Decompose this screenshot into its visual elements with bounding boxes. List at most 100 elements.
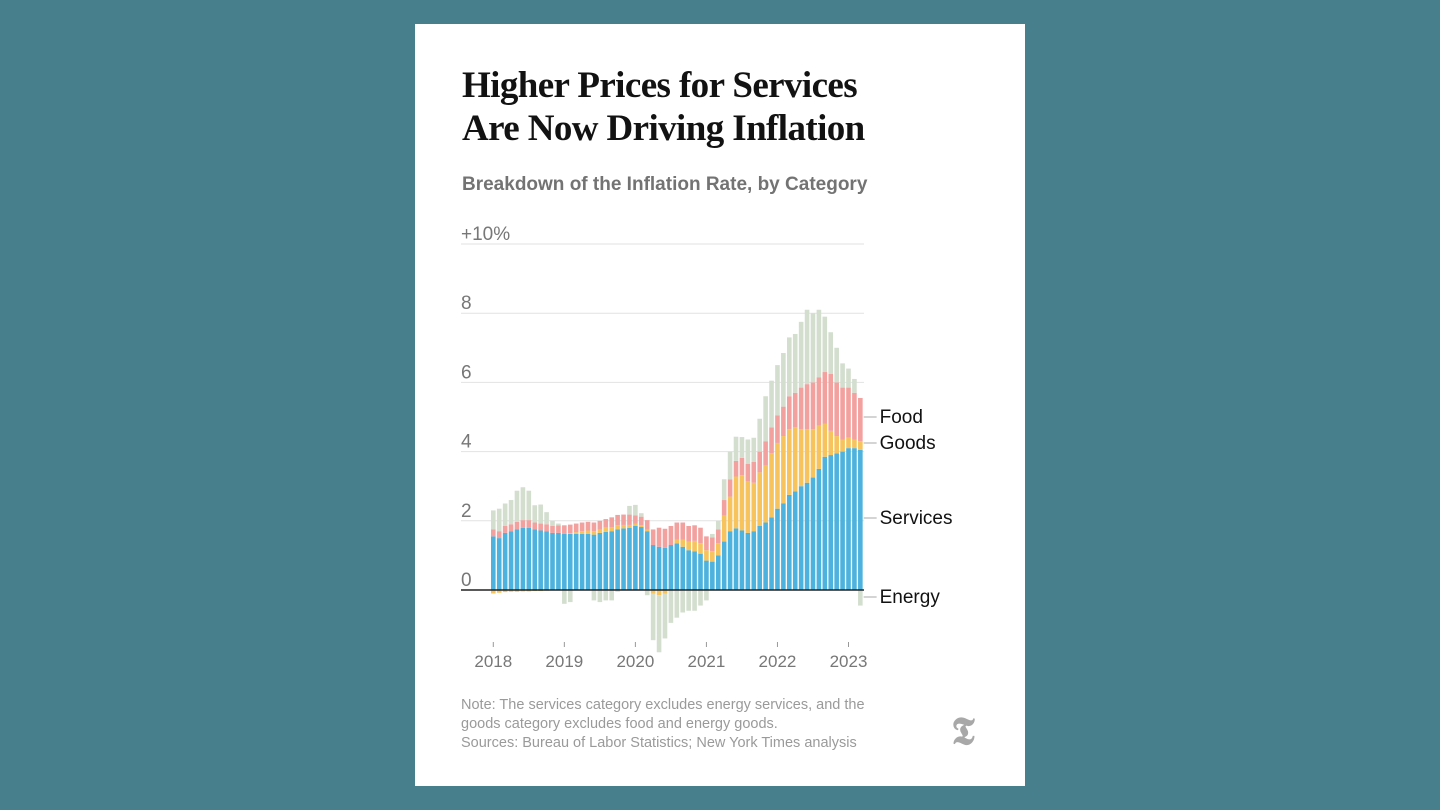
- bar-goods: [680, 539, 686, 547]
- bar-goods: [662, 590, 668, 594]
- bar-energy: [739, 437, 745, 458]
- bar-food: [692, 525, 697, 541]
- bar-food: [745, 463, 751, 482]
- bar-services: [668, 545, 674, 590]
- bar-services: [615, 529, 620, 590]
- bar-food: [514, 521, 520, 530]
- bar-goods: [763, 465, 768, 523]
- stacked-bar-chart: 0 2 4 6 8 +10% 2018 2019 2020 2021 2022 2023 Food G…: [461, 224, 952, 671]
- bar-services: [852, 448, 857, 590]
- title-line-1: Higher Prices for Services: [462, 65, 858, 106]
- bar-food: [544, 524, 549, 532]
- chart-card: Higher Prices for Services Are Now Drivi…: [415, 24, 1025, 786]
- bar-services: [858, 449, 863, 590]
- bar-goods: [798, 429, 804, 487]
- bar-food: [508, 524, 514, 532]
- bar-food: [579, 522, 585, 532]
- bar-goods: [644, 529, 650, 532]
- bar-energy: [674, 590, 680, 618]
- bar-food: [704, 536, 709, 551]
- bar-energy: [798, 321, 804, 388]
- bar-food: [573, 523, 579, 533]
- bar-food: [775, 415, 780, 443]
- y-tick-label: 6: [461, 362, 472, 383]
- bar-services: [804, 482, 810, 590]
- bar-services: [650, 545, 656, 590]
- bar-food: [763, 441, 768, 466]
- bar-goods: [739, 475, 745, 531]
- bar-food: [532, 522, 538, 530]
- bar-energy: [721, 479, 727, 501]
- bar-food: [585, 521, 591, 531]
- bar-services: [810, 477, 816, 590]
- bar-energy: [816, 309, 822, 378]
- bar-goods: [751, 482, 757, 532]
- bar-food: [674, 522, 680, 540]
- bar-goods: [627, 524, 632, 528]
- bar-goods: [573, 532, 579, 534]
- bar-goods: [615, 525, 620, 530]
- bar-energy: [597, 590, 603, 603]
- bar-energy: [834, 347, 839, 383]
- bar-services: [751, 531, 757, 590]
- bar-goods: [579, 531, 585, 534]
- bar-goods: [710, 551, 715, 562]
- x-tick-label: 2021: [688, 652, 726, 671]
- bar-energy: [698, 590, 703, 606]
- bar-goods: [721, 515, 727, 542]
- bar-food: [751, 461, 757, 483]
- bar-energy: [532, 505, 538, 523]
- bar-services: [828, 455, 834, 590]
- bar-goods: [585, 530, 591, 534]
- bar-food: [798, 387, 804, 430]
- x-tick-label: 2022: [759, 652, 797, 671]
- bar-food: [556, 525, 561, 533]
- bar-goods: [621, 524, 626, 529]
- bar-services: [491, 536, 496, 590]
- bar-energy: [775, 365, 780, 416]
- bar-food: [491, 529, 496, 537]
- bar-services: [550, 532, 555, 590]
- bar-food: [550, 525, 555, 533]
- bar-services: [775, 508, 780, 590]
- note-line-2: goods category excludes food and energy …: [461, 716, 778, 732]
- bar-food: [816, 377, 822, 426]
- bar-goods: [698, 543, 703, 554]
- bar-food: [739, 457, 745, 476]
- bar-food: [644, 520, 650, 530]
- bar-energy: [763, 396, 768, 442]
- bar-services: [514, 529, 520, 590]
- bar-energy: [544, 512, 549, 525]
- chart-subtitle: Breakdown of the Inflation Rate, by Cate…: [462, 174, 868, 195]
- bar-energy: [769, 380, 774, 428]
- bar-services: [739, 530, 745, 590]
- bar-food: [698, 527, 703, 544]
- bar-energy: [787, 337, 792, 397]
- bar-goods: [834, 436, 839, 454]
- bar-energy: [567, 590, 573, 603]
- bar-services: [520, 527, 526, 590]
- bar-food: [828, 373, 834, 431]
- bar-food: [567, 524, 573, 534]
- bar-goods: [792, 427, 798, 492]
- bar-energy: [704, 590, 709, 601]
- bar-energy: [508, 500, 514, 525]
- bar-energy: [650, 593, 656, 641]
- series-label-food: Food: [880, 407, 923, 428]
- bar-energy: [846, 368, 851, 388]
- bar-energy: [804, 309, 810, 385]
- bar-energy: [538, 504, 543, 524]
- y-tick-label: 2: [461, 501, 472, 522]
- bar-energy: [751, 437, 757, 462]
- bar-goods: [822, 423, 828, 457]
- bar-services: [816, 468, 822, 590]
- bar-food: [627, 514, 632, 525]
- bar-energy: [733, 436, 739, 461]
- bar-food: [810, 382, 816, 430]
- bar-energy: [639, 513, 644, 517]
- bar-food: [538, 523, 543, 531]
- bar-services: [532, 529, 538, 590]
- bar-food: [840, 387, 845, 440]
- bar-energy: [526, 490, 532, 521]
- bar-goods: [514, 590, 520, 592]
